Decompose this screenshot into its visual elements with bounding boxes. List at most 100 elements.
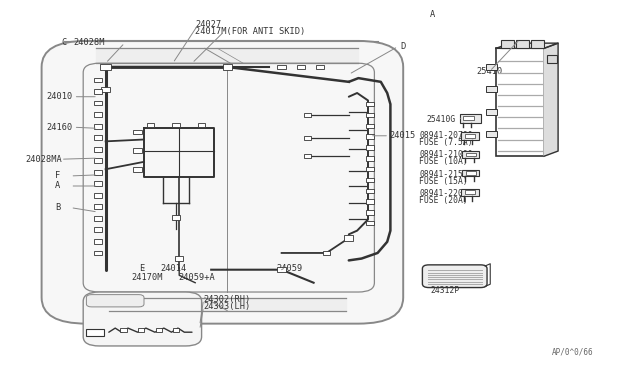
Bar	[465, 190, 475, 194]
Text: 08941-22000: 08941-22000	[419, 189, 473, 198]
Bar	[463, 116, 474, 120]
Bar	[93, 89, 102, 94]
Bar	[486, 86, 497, 92]
Bar	[173, 328, 179, 332]
Bar	[198, 122, 205, 126]
Bar	[278, 64, 285, 69]
Bar	[304, 154, 311, 158]
Text: 25410G: 25410G	[427, 115, 456, 124]
Text: 08941-21000: 08941-21000	[419, 150, 473, 159]
Bar	[461, 132, 479, 140]
Text: 24059+A: 24059+A	[178, 273, 214, 282]
Bar	[93, 239, 102, 244]
Bar	[134, 148, 142, 153]
Bar	[316, 64, 324, 69]
Bar	[172, 215, 180, 220]
Bar	[156, 328, 162, 332]
Bar	[460, 113, 481, 123]
Text: 24028M: 24028M	[73, 38, 104, 47]
Text: 24303(LH): 24303(LH)	[204, 302, 251, 311]
Bar	[100, 64, 111, 70]
Bar	[93, 147, 102, 152]
Bar	[93, 77, 102, 82]
Bar	[366, 113, 374, 117]
Bar	[93, 112, 102, 117]
Bar	[462, 151, 479, 158]
Text: 08941-21500: 08941-21500	[419, 170, 473, 179]
FancyBboxPatch shape	[83, 292, 202, 346]
Text: 24059: 24059	[276, 264, 303, 273]
Bar	[93, 100, 102, 105]
Text: FUSE (15A): FUSE (15A)	[419, 177, 468, 186]
Bar	[531, 40, 544, 48]
Text: 08941-20700: 08941-20700	[419, 131, 473, 140]
Bar	[465, 134, 475, 138]
Bar	[93, 227, 102, 232]
Bar	[120, 328, 127, 332]
Bar	[93, 170, 102, 174]
Bar	[101, 87, 110, 92]
Bar	[93, 182, 102, 186]
Bar	[134, 167, 142, 171]
Text: FUSE (20A): FUSE (20A)	[419, 196, 468, 205]
Text: 24170M: 24170M	[131, 273, 163, 282]
Text: C: C	[61, 38, 67, 47]
Bar	[366, 210, 374, 215]
Bar	[173, 122, 180, 126]
Text: 24015: 24015	[389, 131, 415, 140]
Bar	[366, 145, 374, 150]
Text: FUSE (10A): FUSE (10A)	[419, 157, 468, 166]
Bar	[366, 167, 374, 171]
Bar	[297, 64, 305, 69]
Bar	[93, 135, 102, 140]
Text: 25410: 25410	[477, 67, 503, 76]
FancyBboxPatch shape	[86, 295, 144, 307]
Bar	[366, 221, 374, 225]
Bar	[496, 48, 544, 156]
Text: 24027: 24027	[195, 20, 221, 29]
Bar	[278, 267, 285, 272]
Text: 24302(RH): 24302(RH)	[204, 295, 251, 304]
Text: B: B	[55, 203, 60, 212]
Bar	[547, 55, 557, 63]
Bar	[486, 64, 497, 70]
Bar	[134, 129, 142, 134]
Bar	[344, 235, 353, 241]
Bar	[223, 64, 232, 70]
Bar	[461, 189, 479, 196]
Bar	[466, 153, 476, 156]
Bar	[366, 178, 374, 182]
Text: E: E	[140, 264, 145, 273]
Bar	[93, 158, 102, 163]
Text: A: A	[55, 182, 60, 190]
Bar	[93, 193, 102, 198]
Polygon shape	[544, 43, 558, 156]
Bar	[323, 251, 330, 255]
Bar	[93, 204, 102, 209]
Bar	[366, 102, 374, 106]
Bar	[86, 329, 104, 336]
Bar	[462, 170, 479, 176]
Bar	[175, 256, 183, 261]
Bar	[486, 131, 497, 137]
Text: A: A	[430, 10, 435, 19]
Bar	[466, 171, 476, 175]
Text: D: D	[400, 42, 405, 51]
Bar	[366, 156, 374, 160]
Text: 24028MA: 24028MA	[26, 155, 62, 164]
Text: 24010: 24010	[46, 92, 72, 101]
Bar	[304, 135, 311, 140]
FancyBboxPatch shape	[422, 265, 487, 288]
Text: F: F	[55, 171, 60, 180]
Text: 24017M(FOR ANTI SKID): 24017M(FOR ANTI SKID)	[195, 27, 305, 36]
Text: 24014: 24014	[160, 264, 186, 273]
Text: FUSE (7.5A): FUSE (7.5A)	[419, 138, 473, 147]
Bar	[304, 113, 311, 118]
Bar	[486, 109, 497, 115]
Bar	[147, 122, 154, 126]
Bar	[366, 199, 374, 204]
Text: 24312P: 24312P	[430, 286, 460, 295]
Polygon shape	[496, 43, 558, 48]
Bar	[366, 134, 374, 139]
Bar	[501, 40, 514, 48]
